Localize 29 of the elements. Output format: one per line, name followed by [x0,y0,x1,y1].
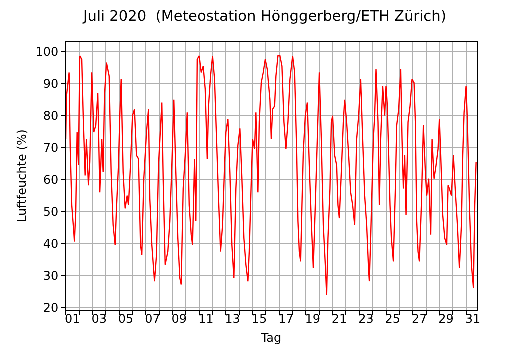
y-tick-label: 80 [43,109,59,124]
x-tick-label: 23 [358,312,374,326]
y-axis-title: Luftfeuchte (%) [14,130,29,222]
y-tick-label: 100 [36,45,59,60]
x-tick-label: 11 [198,312,214,326]
y-tick-label: 50 [43,205,59,220]
x-tick-label: 09 [172,312,188,326]
line-series [66,55,477,296]
y-tick-label: 70 [43,141,59,156]
x-tick-label: 29 [438,312,454,326]
x-tick-label: 01 [65,312,80,326]
x-tick-label: 17 [278,312,294,326]
y-tick-label: 90 [43,77,59,92]
chart-title: Juli 2020 (Meteostation Hönggerberg/ETH Zürich) [82,8,446,25]
y-tick-label: 60 [43,173,59,188]
x-tick-label: 19 [305,312,321,326]
y-tick-label: 40 [43,237,59,251]
x-tick-label: 15 [252,312,268,326]
x-tick-label: 21 [332,312,348,326]
x-tick-label: 07 [145,312,160,326]
y-tick-label: 30 [43,268,59,283]
x-axis-title: Tag [260,330,282,345]
x-tick-label: 03 [92,312,107,326]
x-tick-label: 05 [118,312,134,326]
x-tick-label: 31 [465,312,481,326]
x-tick-label: 13 [225,312,240,326]
y-tick-label: 20 [43,300,59,315]
x-tick-label: 25 [385,312,401,326]
x-tick-label: 27 [412,312,428,326]
